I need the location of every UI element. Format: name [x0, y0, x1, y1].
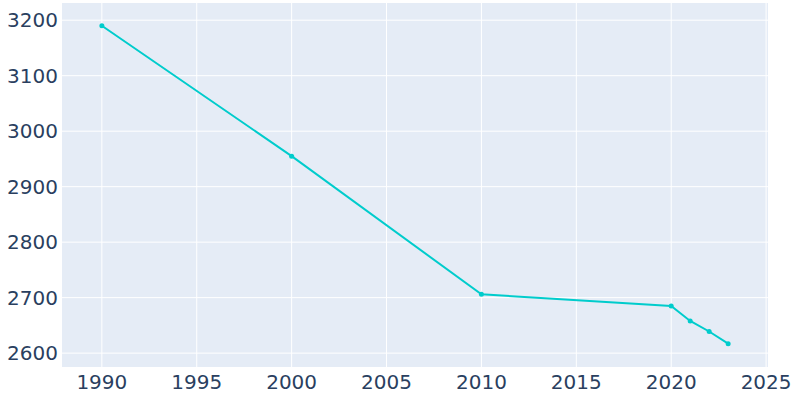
plot-background [62, 3, 768, 367]
y-tick-label: 3100 [7, 64, 58, 88]
line [102, 26, 728, 344]
y-grid-line [62, 353, 768, 354]
point [99, 23, 104, 28]
x-grid-line [671, 3, 672, 367]
x-tick-label: 2005 [361, 370, 412, 394]
y-tick-label: 3000 [7, 119, 58, 143]
x-tick-label: 1995 [171, 370, 222, 394]
y-grid-line [62, 242, 768, 243]
y-tick-label: 2900 [7, 175, 58, 199]
x-grid-line [576, 3, 577, 367]
series-group [99, 23, 730, 346]
y-grid-line [62, 297, 768, 298]
point [688, 318, 693, 323]
x-grid-line [101, 3, 102, 367]
x-grid-line [196, 3, 197, 367]
x-tick-label: 2025 [741, 370, 792, 394]
point [707, 329, 712, 334]
point [669, 303, 674, 308]
x-grid-line [766, 3, 767, 367]
point [726, 341, 731, 346]
x-tick-label: 2010 [456, 370, 507, 394]
x-tick-label: 2015 [551, 370, 602, 394]
y-tick-label: 2600 [7, 341, 58, 365]
chart: 1990 1995 2000 2005 2010 2015 2020 2025 2600 2700… [0, 0, 800, 400]
y-grid-line [62, 131, 768, 132]
y-grid-line [62, 186, 768, 187]
point [289, 154, 294, 159]
y-tick-label: 2800 [7, 230, 58, 254]
x-tick-label: 2000 [266, 370, 317, 394]
x-tick-label: 1990 [76, 370, 127, 394]
y-tick-label: 2700 [7, 286, 58, 310]
point [479, 292, 484, 297]
x-tick-label: 2020 [646, 370, 697, 394]
y-tick-label: 3200 [7, 8, 58, 32]
x-grid-line [481, 3, 482, 367]
x-grid-line [291, 3, 292, 367]
x-grid-line [386, 3, 387, 367]
y-grid-line [62, 75, 768, 76]
y-grid-line [62, 20, 768, 21]
